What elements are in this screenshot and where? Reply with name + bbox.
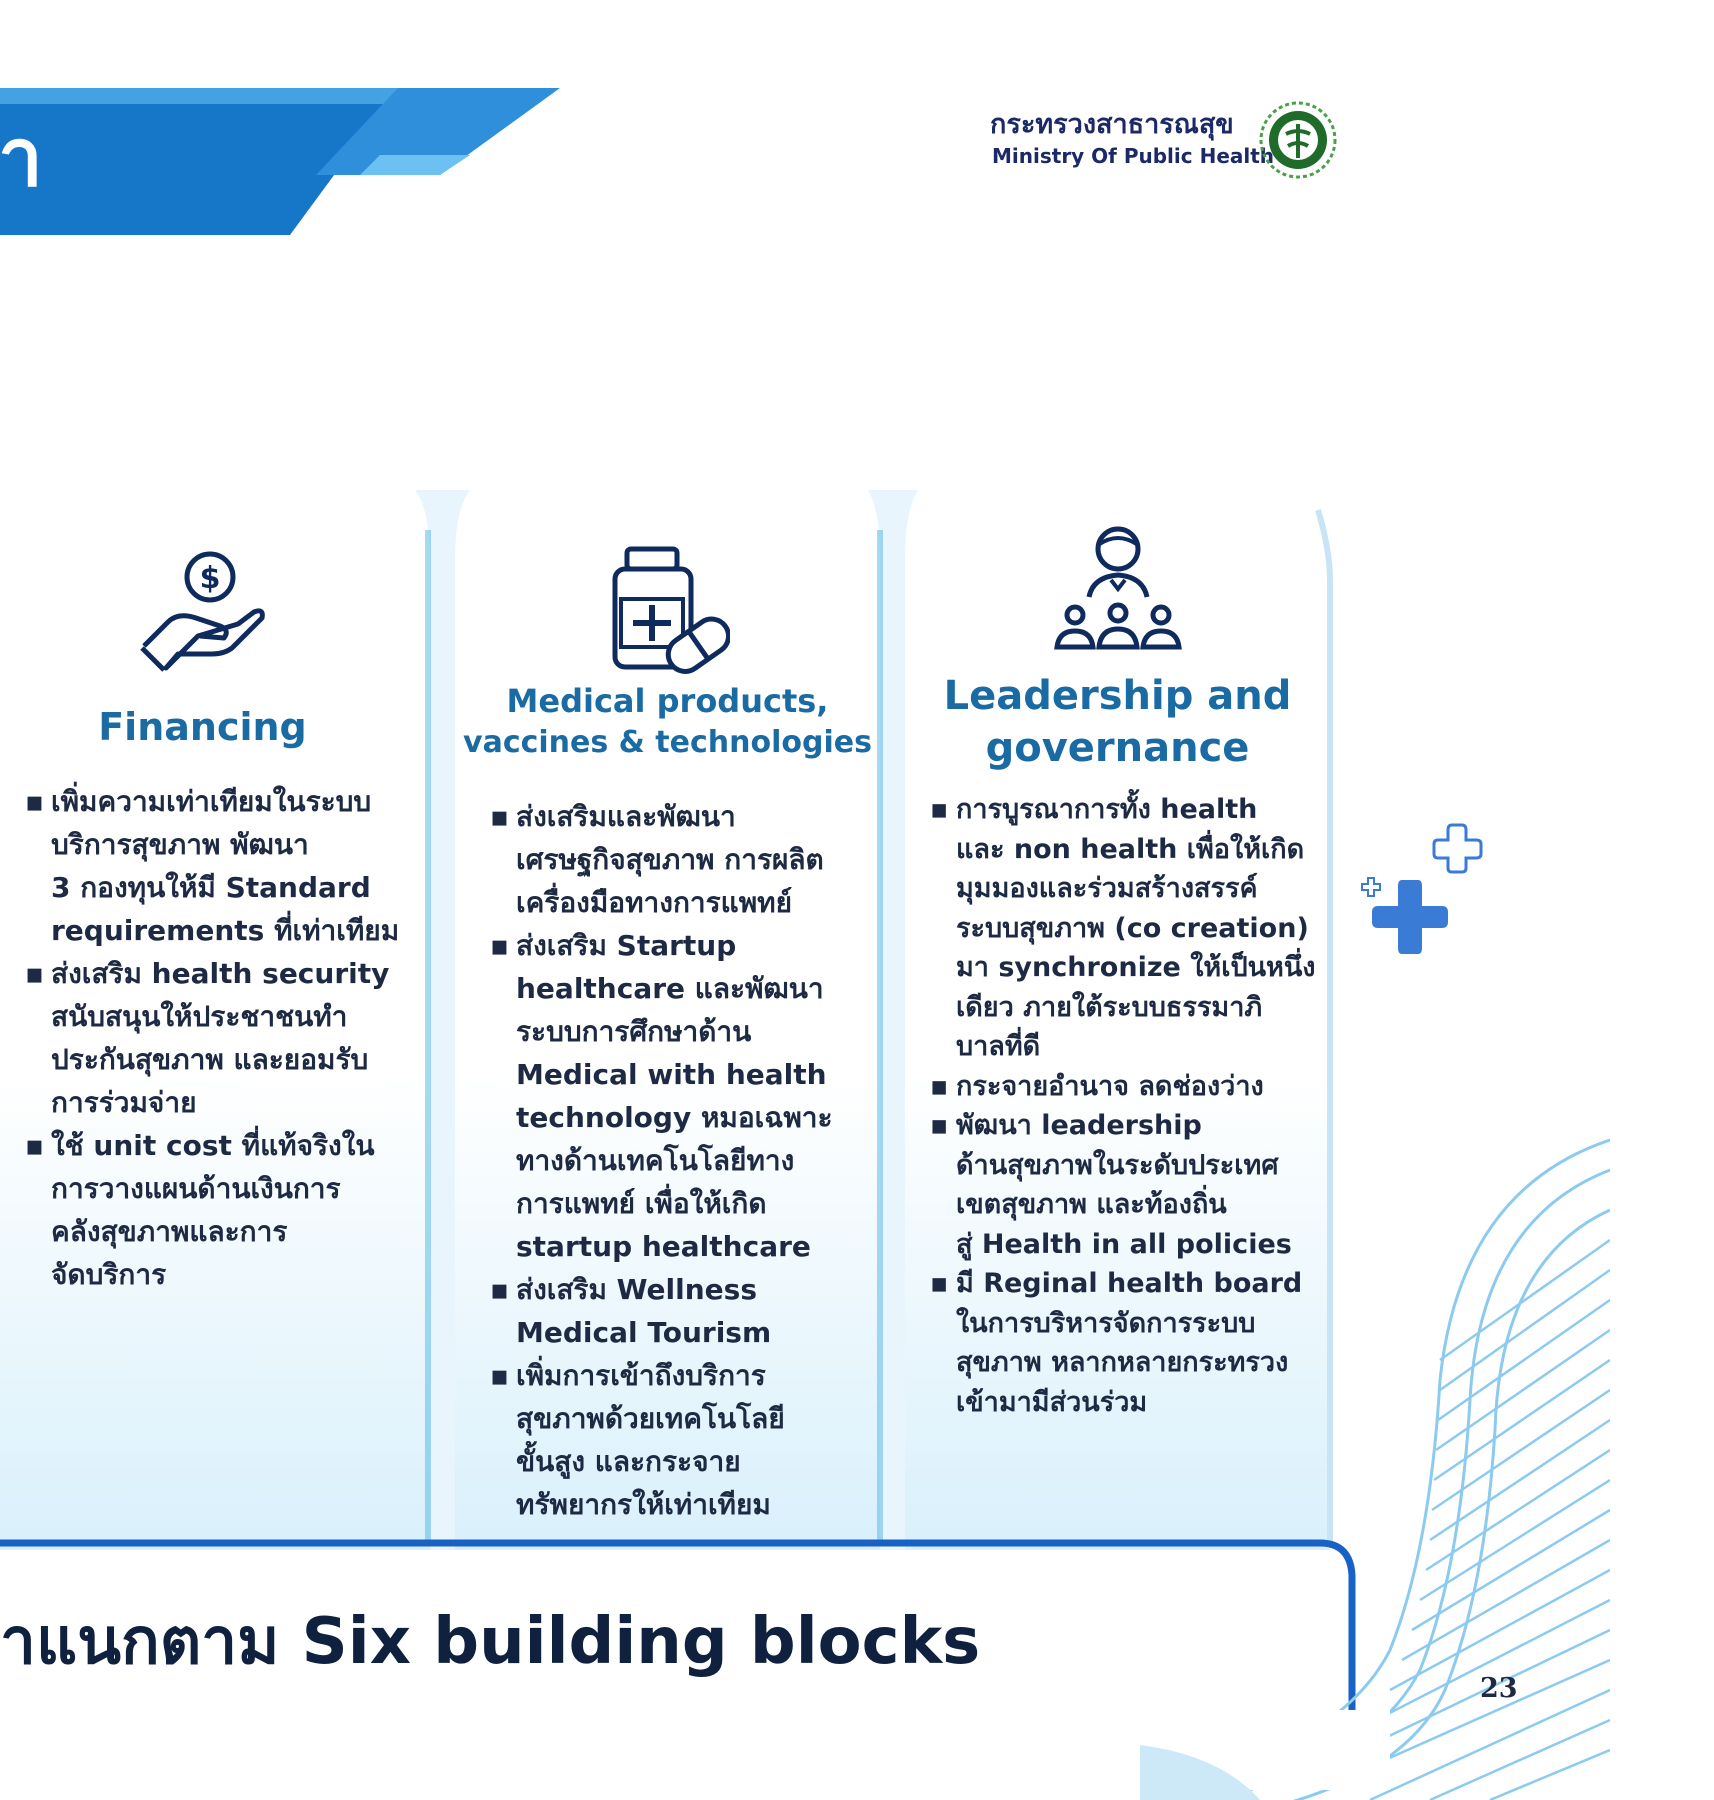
column-leadership: Leadership and governance การบูรณาการทั้…	[905, 490, 1330, 1550]
ministry-logo: กระทรวงสาธารณสุข Ministry Of Public Heal…	[990, 96, 1350, 186]
svg-text:$: $	[200, 561, 221, 596]
leader-team-icon	[1054, 526, 1182, 650]
decorative-wave-lines	[1140, 1138, 1610, 1800]
medical-bullets: ส่งเสริมและพัฒนา เศรษฐกิจสุขภาพ การผลิต …	[490, 795, 880, 1526]
heading-financing: Financing	[98, 705, 307, 749]
moph-seal-icon	[1259, 101, 1337, 179]
header-banner	[0, 88, 560, 235]
list-item: เพิ่มการเข้าถึงบริการ สุขภาพด้วยเทคโนโลย…	[490, 1354, 880, 1526]
list-item: เพิ่มความเท่าเทียมในระบบ บริการสุขภาพ พั…	[25, 780, 415, 952]
leadership-bullets: การบูรณาการทั้ง health และ non health เพ…	[930, 790, 1340, 1422]
heading-line: Leadership and	[943, 673, 1292, 719]
ministry-name-th: กระทรวงสาธารณสุข	[990, 109, 1234, 140]
column-medical-products: Medical products, vaccines & technologie…	[455, 490, 880, 1550]
financing-bullets: เพิ่มความเท่าเทียมในระบบ บริการสุขภาพ พั…	[25, 780, 415, 1296]
list-item: การบูรณาการทั้ง health และ non health เพ…	[930, 790, 1340, 1067]
page-number: 23	[1480, 1673, 1518, 1704]
list-item: ส่งเสริม Startup healthcare และพัฒนา ระบ…	[490, 924, 880, 1268]
heading-medical-products: Medical products, vaccines & technologie…	[455, 680, 880, 764]
ministry-name-en: Ministry Of Public Health	[992, 144, 1275, 168]
bottom-label: ำแนกตาม Six building blocks	[0, 1605, 981, 1679]
column-financing: $ Financing เพิ่มความเท่าเทียมในระบบ บริ…	[0, 490, 410, 1550]
plus-cross-icon	[1361, 823, 1483, 954]
list-item: ส่งเสริม Wellness Medical Tourism	[490, 1268, 880, 1354]
medicine-bottle-pill-icon	[612, 546, 730, 674]
decorative-wave-bottom	[1140, 1745, 1260, 1800]
hand-coin-icon: $	[140, 551, 265, 672]
heading-line: vaccines & technologies	[463, 725, 872, 760]
header-title-fragment: า	[0, 111, 43, 204]
list-item: ใช้ unit cost ที่แท้จริงใน การวางแผนด้าน…	[25, 1124, 415, 1296]
heading-line: governance	[985, 725, 1250, 771]
list-item: มี Reginal health board ในการบริหารจัดกา…	[930, 1264, 1340, 1422]
building-blocks-cards: $ Financing เพิ่มความเท่าเทียมในระบบ บริ…	[0, 490, 1714, 1550]
list-item: ส่งเสริม health security สนับสนุนให้ประช…	[25, 952, 415, 1124]
list-item: กระจายอำนาจ ลดช่องว่าง	[930, 1067, 1340, 1107]
list-item: ส่งเสริมและพัฒนา เศรษฐกิจสุขภาพ การผลิต …	[490, 795, 880, 924]
list-item: พัฒนา leadership ด้านสุขภาพในระดับประเทศ…	[930, 1106, 1340, 1264]
heading-line: Medical products,	[506, 682, 829, 720]
heading-leadership: Leadership and governance	[905, 670, 1330, 774]
bottom-frame	[0, 1539, 1356, 1710]
